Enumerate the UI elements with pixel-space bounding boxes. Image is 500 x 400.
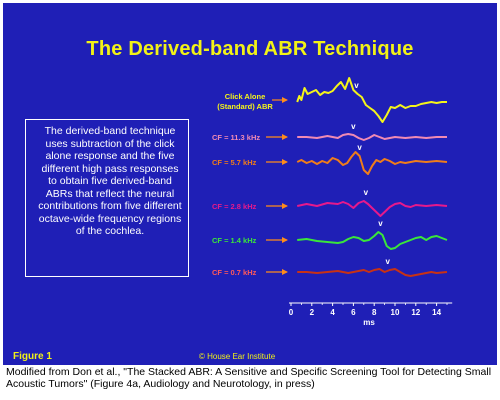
x-tick-label: 14 — [432, 308, 441, 317]
copyright-notice: © House Ear Institute — [199, 352, 276, 361]
series-label: CF = 1.4 kHz — [212, 236, 257, 245]
series-label: (Standard) ABR — [217, 102, 273, 111]
waveform-6 — [297, 268, 448, 277]
waveform-5 — [297, 231, 448, 250]
x-tick-label: 8 — [372, 308, 377, 317]
figure-label: Figure 1 — [13, 351, 52, 362]
waveform-4 — [296, 200, 448, 217]
wave-v-marker: v — [351, 122, 356, 131]
waveform-3 — [296, 151, 448, 175]
slide-title: The Derived-band ABR Technique — [86, 38, 414, 60]
series-label: CF = 0.7 kHz — [212, 268, 257, 277]
x-tick-label: 12 — [411, 308, 420, 317]
series-label: Click Alone — [225, 92, 266, 101]
waveform-1 — [296, 77, 447, 123]
wave-v-marker: v — [378, 219, 383, 228]
x-tick-label: 0 — [289, 308, 294, 317]
slide-panel: The Derived-band ABR Technique The deriv… — [3, 3, 497, 365]
description-box: The derived-band technique uses subtract… — [25, 119, 189, 277]
series-label: CF = 11.3 kHz — [212, 133, 260, 142]
x-tick-label: 10 — [391, 308, 400, 317]
series-label: CF = 2.8 kHz — [212, 202, 257, 211]
series-label: CF = 5.7 kHz — [212, 158, 257, 167]
figure-caption: Modified from Don et al., "The Stacked A… — [6, 366, 492, 390]
x-tick-label: 4 — [330, 308, 335, 317]
x-tick-label: 6 — [351, 308, 356, 317]
wave-v-marker: v — [354, 81, 359, 90]
wave-v-marker: v — [385, 257, 390, 266]
x-axis-label: ms — [363, 318, 375, 327]
wave-v-marker: v — [364, 188, 369, 197]
wave-v-marker: v — [357, 143, 362, 152]
x-tick-label: 2 — [310, 308, 315, 317]
waveform-2 — [297, 133, 447, 141]
